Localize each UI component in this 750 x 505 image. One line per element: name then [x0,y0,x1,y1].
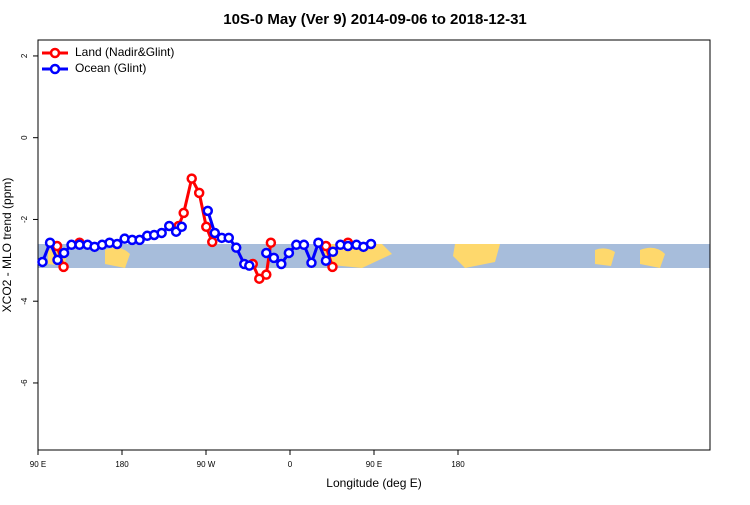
point [209,227,221,239]
x-axis-label: Longitude (deg E) [326,476,421,490]
y-tick-label: 2 [20,53,29,58]
point [342,240,354,252]
point [306,257,317,269]
x-tick-label: 180 [451,460,465,469]
legend-marker [49,47,61,59]
x-tick-label: 90 E [366,460,382,469]
point [202,205,214,217]
point [58,261,69,273]
point [268,252,280,264]
point [163,220,175,232]
legend-label: Land (Nadir&Glint) [75,45,174,59]
point [283,247,295,259]
point [261,269,272,280]
x-tick-label: 90 W [197,460,216,469]
point [176,221,187,233]
point [37,256,48,268]
point [52,254,63,266]
point [230,242,242,253]
point [186,173,197,184]
point [327,261,338,273]
point [298,239,310,251]
point [244,260,255,271]
point [313,237,324,249]
y-tick-label: -2 [20,215,29,223]
point [207,236,218,248]
point [223,232,235,244]
legend-label: Ocean (Glint) [75,61,146,75]
legend-marker [49,63,61,75]
y-tick-label: 0 [20,135,29,140]
point [111,238,123,250]
point [320,255,332,266]
point [365,238,377,250]
x-tick-label: 0 [288,460,293,469]
point [261,247,272,259]
x-tick-label: 180 [115,460,129,469]
point [44,237,56,249]
point [134,234,145,246]
point [193,187,205,199]
land-shapes [48,244,665,268]
chart-title: 10S-0 May (Ver 9) 2014-09-06 to 2018-12-… [223,11,527,28]
point [327,246,339,257]
point [156,227,167,239]
point [276,258,287,270]
point [201,221,212,233]
y-tick-label: -6 [20,379,29,387]
point [58,247,70,259]
point [178,207,189,219]
x-tick-label: 90 E [30,460,46,469]
point [265,237,277,249]
y-axis-label: XCO2 - MLO trend (ppm) [0,178,14,313]
y-tick-label: -4 [20,297,29,305]
